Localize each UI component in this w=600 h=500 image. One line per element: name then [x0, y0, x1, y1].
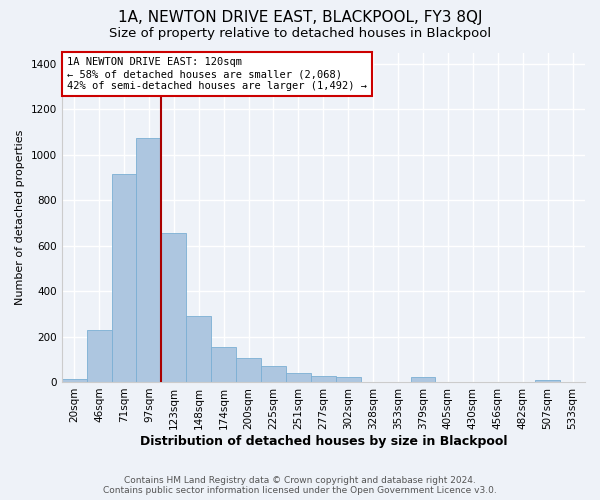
Bar [261, 366, 286, 382]
Text: 1A, NEWTON DRIVE EAST, BLACKPOOL, FY3 8QJ: 1A, NEWTON DRIVE EAST, BLACKPOOL, FY3 8Q… [118, 10, 482, 25]
Bar [236, 358, 261, 382]
Bar [112, 174, 136, 382]
Bar [211, 346, 236, 382]
Bar [161, 233, 186, 382]
Bar [535, 380, 560, 382]
X-axis label: Distribution of detached houses by size in Blackpool: Distribution of detached houses by size … [140, 434, 507, 448]
Bar [311, 376, 336, 382]
Text: 1A NEWTON DRIVE EAST: 120sqm
← 58% of detached houses are smaller (2,068)
42% of: 1A NEWTON DRIVE EAST: 120sqm ← 58% of de… [67, 58, 367, 90]
Bar [336, 378, 361, 382]
Bar [186, 316, 211, 382]
Bar [286, 373, 311, 382]
Bar [136, 138, 161, 382]
Text: Contains HM Land Registry data © Crown copyright and database right 2024.
Contai: Contains HM Land Registry data © Crown c… [103, 476, 497, 495]
Bar [86, 330, 112, 382]
Bar [62, 378, 86, 382]
Bar [410, 378, 436, 382]
Text: Size of property relative to detached houses in Blackpool: Size of property relative to detached ho… [109, 28, 491, 40]
Y-axis label: Number of detached properties: Number of detached properties [15, 130, 25, 305]
